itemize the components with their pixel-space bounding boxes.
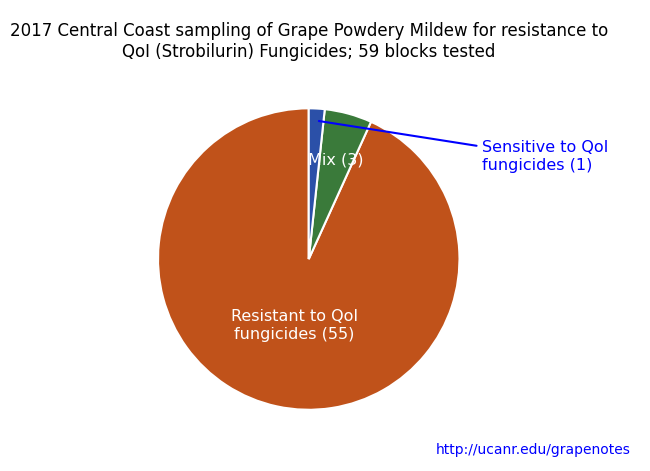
Wedge shape [309, 109, 371, 259]
Wedge shape [309, 108, 325, 259]
Text: Mix (3): Mix (3) [308, 153, 363, 168]
Title: 2017 Central Coast sampling of Grape Powdery Mildew for resistance to
QoI (Strob: 2017 Central Coast sampling of Grape Pow… [10, 22, 608, 61]
Text: Sensitive to QoI
fungicides (1): Sensitive to QoI fungicides (1) [319, 121, 608, 173]
Wedge shape [158, 108, 460, 410]
Text: Resistant to QoI
fungicides (55): Resistant to QoI fungicides (55) [231, 309, 358, 341]
Text: http://ucanr.edu/grapenotes: http://ucanr.edu/grapenotes [436, 443, 630, 457]
